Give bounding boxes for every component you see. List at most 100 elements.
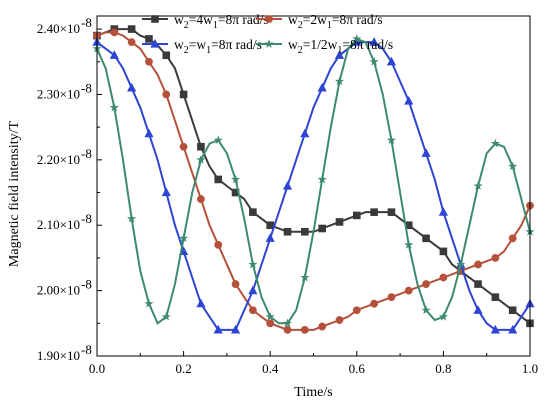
legend-label: w2=2w1=8π rad/s	[288, 12, 383, 31]
data-point	[144, 298, 154, 308]
data-point	[179, 142, 188, 151]
data-point	[334, 50, 345, 59]
x-tick-label: 0.8	[435, 361, 451, 376]
legend-entry-2: w2=w1=8π rad/s	[142, 37, 262, 56]
series-2	[92, 37, 535, 334]
data-point	[213, 324, 223, 334]
data-point	[144, 128, 154, 138]
y-tick-exponent: -8	[81, 211, 92, 226]
data-point	[439, 247, 448, 256]
data-point	[387, 208, 396, 216]
data-point	[179, 233, 189, 243]
series-line	[96, 41, 531, 331]
data-point	[127, 25, 136, 33]
data-point	[421, 305, 431, 315]
data-point	[230, 324, 241, 334]
data-point	[213, 135, 223, 145]
data-point	[283, 325, 292, 334]
data-point	[248, 259, 258, 269]
data-point	[265, 311, 275, 321]
data-point	[196, 155, 206, 164]
legend-marker	[265, 15, 273, 23]
data-point	[300, 128, 310, 138]
data-point	[317, 174, 327, 184]
data-point	[127, 38, 136, 47]
y-tick-label: 2.00×10	[37, 283, 80, 298]
data-point	[508, 161, 518, 171]
data-point	[109, 102, 119, 112]
data-point	[179, 90, 188, 99]
data-point	[508, 306, 517, 315]
data-point	[387, 293, 396, 302]
data-point	[196, 298, 206, 308]
data-point	[508, 324, 518, 334]
legend-marker	[151, 15, 159, 23]
legend-label: w2=1/2w1=8π rad/s	[288, 37, 393, 56]
data-point	[421, 148, 431, 157]
data-point	[422, 280, 430, 288]
legend-label: w2=4w1=8π rad/s	[174, 12, 269, 31]
legend-label: w2=w1=8π rad/s	[174, 37, 262, 56]
data-point	[438, 207, 448, 216]
data-point	[317, 82, 327, 92]
x-tick-label: 1.0	[522, 361, 538, 376]
data-point	[404, 286, 413, 295]
y-tick-label: 2.30×10	[37, 86, 80, 101]
data-point	[386, 135, 397, 145]
data-point	[145, 35, 153, 43]
legend-entry-0: w2=4w1=8π rad/s	[142, 12, 269, 31]
data-point	[283, 227, 292, 236]
data-point	[369, 37, 379, 46]
data-point	[369, 56, 379, 66]
data-point	[145, 57, 153, 66]
data-point	[491, 293, 500, 301]
y-tick-exponent: -8	[81, 80, 92, 95]
data-point	[473, 305, 483, 314]
data-point	[422, 234, 430, 243]
legend-entry-3: w2=1/2w1=8π rad/s	[256, 37, 393, 56]
data-point	[109, 50, 119, 59]
y-tick-exponent: -8	[81, 146, 92, 161]
data-point	[490, 138, 500, 148]
data-point	[318, 322, 327, 331]
data-point	[266, 221, 274, 230]
y-tick-exponent: -8	[81, 277, 92, 292]
data-point	[370, 208, 378, 216]
data-point	[214, 175, 223, 184]
data-point	[353, 211, 361, 220]
data-point	[474, 260, 482, 269]
axes-layer: 0.0 0.2 0.4 0.6 0.8 1.01.90×10 -82.00×10 -82.10…	[7, 15, 538, 400]
data-point	[301, 227, 309, 236]
data-point	[474, 280, 482, 288]
data-point	[508, 234, 517, 243]
y-tick-label: 2.40×10	[37, 21, 80, 36]
data-point	[161, 311, 171, 321]
data-point	[266, 319, 275, 328]
data-point	[197, 142, 205, 151]
series-line	[96, 37, 531, 325]
data-point	[197, 195, 205, 203]
data-point	[249, 208, 257, 216]
legend-marker	[264, 39, 274, 48]
data-point	[335, 218, 344, 226]
data-point	[335, 316, 344, 324]
data-point	[127, 82, 137, 92]
y-tick-exponent: -8	[81, 15, 92, 30]
data-point	[490, 324, 500, 334]
data-point	[127, 213, 137, 223]
y-axis-title: Magnetic field intensity/T	[7, 120, 22, 267]
data-point	[370, 299, 379, 308]
data-point	[438, 311, 448, 321]
data-point	[231, 188, 240, 197]
data-point	[248, 306, 257, 315]
data-point	[404, 96, 414, 105]
legend-marker	[150, 39, 160, 48]
data-point	[265, 233, 275, 242]
data-point	[318, 224, 326, 233]
data-point	[162, 51, 171, 60]
data-point	[161, 187, 171, 197]
data-point	[282, 181, 293, 190]
data-point	[352, 37, 362, 46]
data-point	[334, 76, 345, 86]
